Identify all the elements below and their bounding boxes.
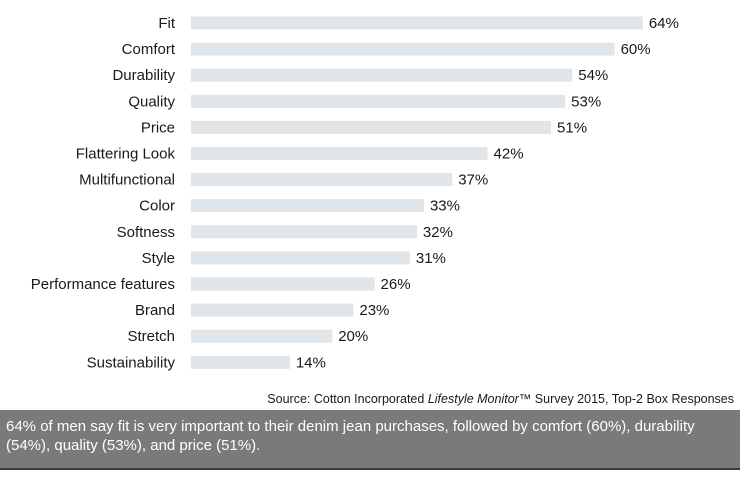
bar-chart: Fit 64% Comfort 60% Durability 54% Quality 53% P…	[31, 15, 679, 371]
category-label: Color	[139, 198, 175, 215]
value-label: 33%	[430, 198, 460, 215]
category-label: Style	[142, 250, 175, 267]
bar	[191, 329, 333, 343]
value-label: 26%	[381, 276, 411, 293]
bar	[191, 277, 375, 291]
value-label: 64%	[649, 15, 679, 32]
bar	[191, 173, 453, 187]
value-label: 14%	[296, 354, 326, 371]
bar	[191, 199, 424, 213]
bar	[191, 303, 354, 317]
value-label: 53%	[571, 93, 601, 110]
caption-text: 64% of men say fit is very important to …	[6, 418, 695, 454]
value-label: 31%	[416, 250, 446, 267]
source-suffix: ™ Survey 2015, Top-2 Box Responses	[518, 392, 734, 406]
value-label: 51%	[557, 119, 587, 136]
bar	[191, 147, 488, 160]
category-label: Softness	[117, 224, 175, 241]
category-label: Quality	[128, 93, 175, 110]
bar	[191, 251, 410, 265]
category-label: Stretch	[127, 328, 175, 345]
category-label: Durability	[112, 67, 175, 84]
bar	[191, 120, 552, 134]
source-note: Source: Cotton Incorporated Lifestyle Mo…	[267, 392, 734, 406]
source-prefix: Source: Cotton Incorporated	[267, 392, 428, 406]
bar	[191, 355, 290, 369]
category-label: Price	[141, 119, 175, 136]
value-label: 54%	[578, 67, 608, 84]
bar	[191, 225, 417, 239]
bar	[191, 68, 573, 82]
bottom-divider	[0, 468, 740, 470]
value-label: 20%	[338, 328, 368, 345]
category-label: Brand	[135, 302, 175, 319]
bar	[191, 94, 566, 108]
category-label: Performance features	[31, 276, 175, 293]
value-label: 32%	[423, 224, 453, 241]
bar	[191, 42, 615, 56]
category-label: Multifunctional	[79, 172, 175, 189]
category-label: Comfort	[122, 41, 176, 58]
value-label: 23%	[359, 302, 389, 319]
value-label: 37%	[458, 172, 488, 189]
value-label: 60%	[621, 41, 651, 58]
category-label: Sustainability	[87, 354, 176, 371]
source-italic: Lifestyle Monitor	[427, 392, 519, 406]
category-label: Flattering Look	[76, 146, 176, 163]
caption-box: 64% of men say fit is very important to …	[0, 410, 740, 468]
category-label: Fit	[158, 15, 175, 32]
bar	[191, 16, 643, 30]
value-label: 42%	[494, 146, 524, 163]
